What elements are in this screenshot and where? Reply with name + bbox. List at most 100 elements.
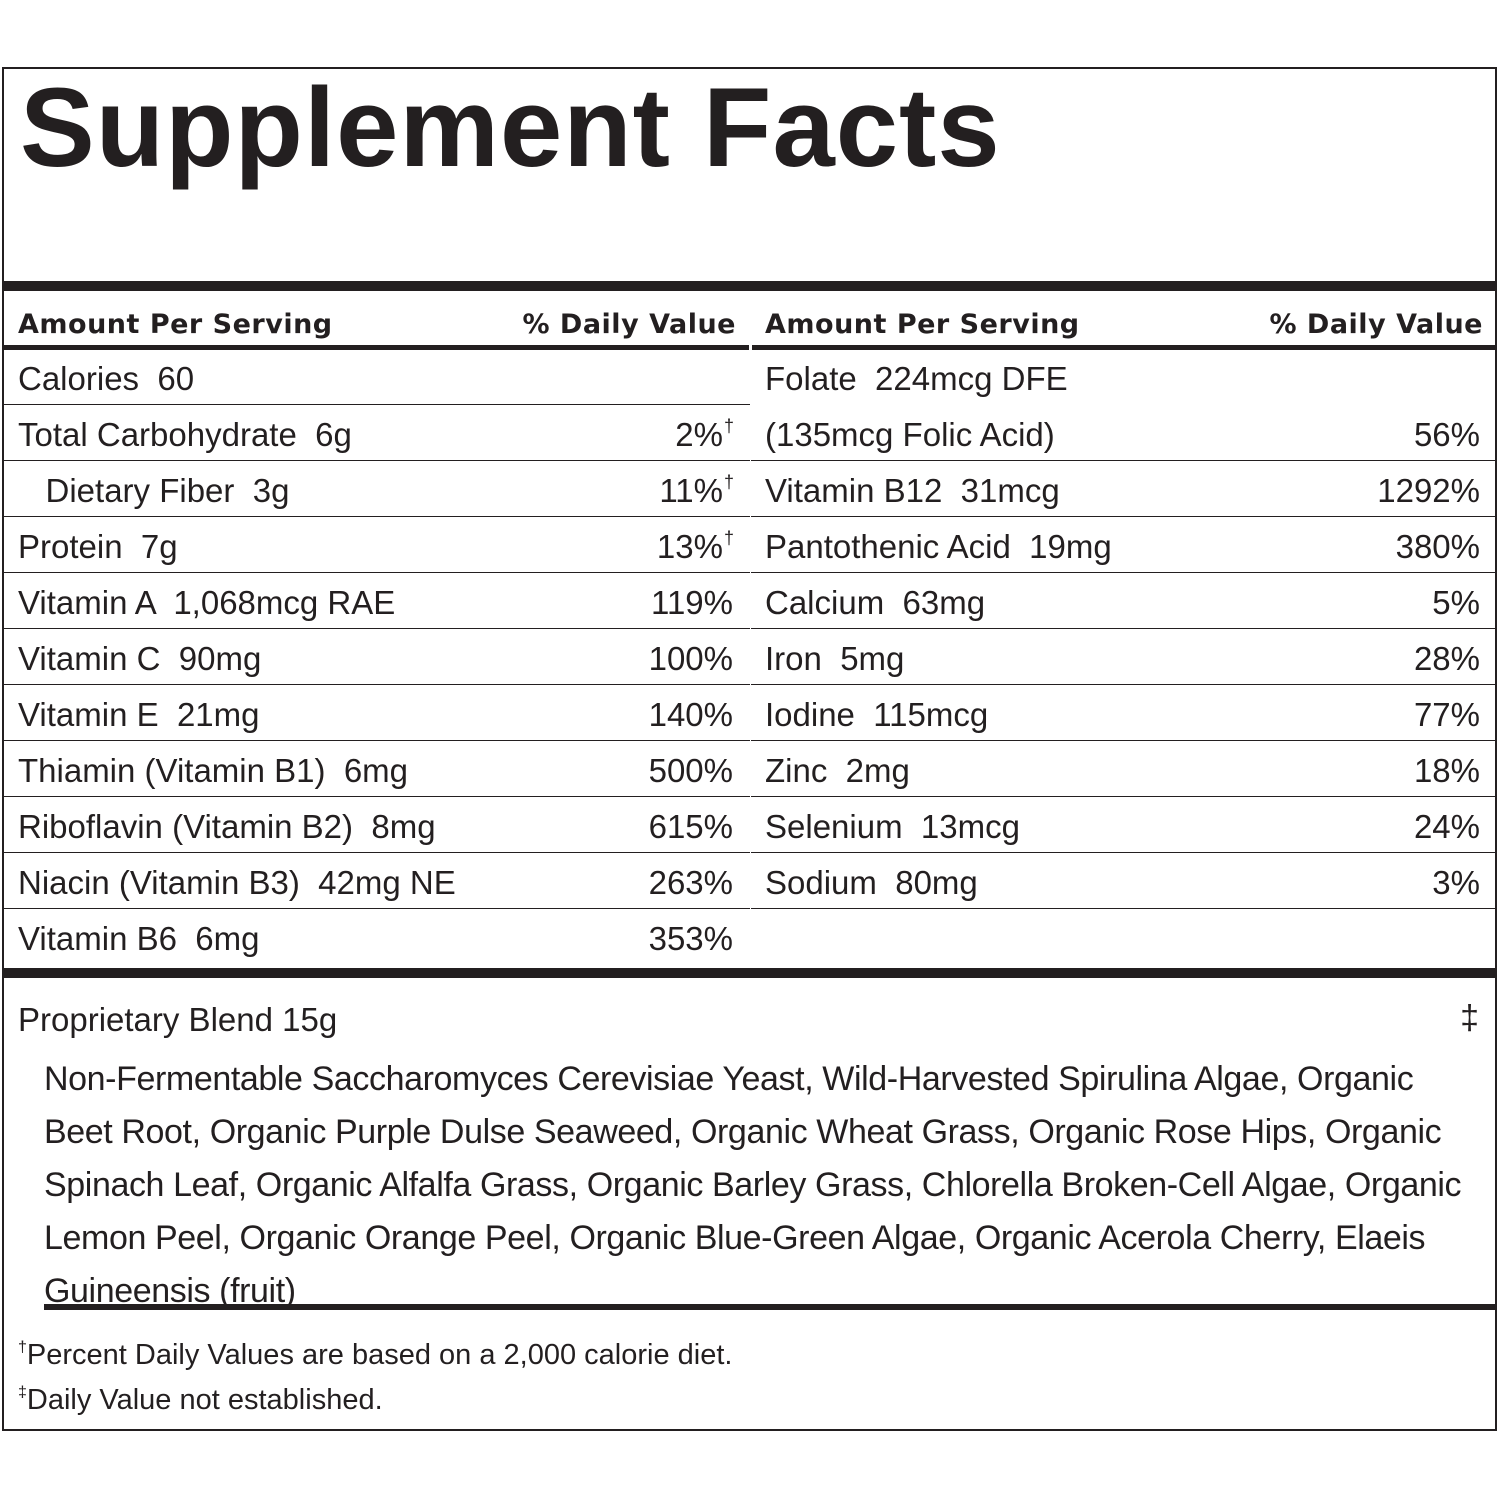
- nutrient-name: Vitamin C 90mg: [18, 640, 262, 677]
- nutrient-name: Vitamin B12 31mcg: [765, 472, 1060, 509]
- footnote-dv-not-established: ‡Daily Value not established.: [18, 1384, 383, 1417]
- nutrient-row: Total Carbohydrate 6g 2%†: [4, 404, 750, 461]
- blend-divider: [4, 968, 1495, 978]
- nutrient-row: Niacin (Vitamin B3) 42mg NE 263%: [4, 852, 750, 909]
- blend-name: Proprietary Blend 15g: [18, 1001, 338, 1038]
- nutrient-name: Calories 60: [18, 360, 195, 397]
- daily-value: 5%: [1432, 584, 1481, 622]
- nutrient-name: Riboflavin (Vitamin B2) 8mg: [18, 808, 436, 845]
- footnote-text: Percent Daily Values are based on a 2,00…: [26, 1339, 733, 1371]
- nutrient-name: Pantothenic Acid 19mg: [765, 528, 1112, 565]
- daily-value-label: % Daily Value: [1269, 309, 1483, 340]
- nutrient-row: Folate 224mcg DFE: [751, 348, 1497, 404]
- nutrient-name: Niacin (Vitamin B3) 42mg NE: [18, 864, 456, 901]
- nutrient-name: Total Carbohydrate 6g: [18, 416, 352, 453]
- daily-value: 140%: [649, 696, 734, 734]
- nutrient-name: Vitamin E 21mg: [18, 696, 260, 733]
- daily-value: 77%: [1414, 696, 1481, 734]
- daily-value: [1480, 360, 1481, 398]
- header-rule-right: [752, 345, 1497, 350]
- daily-value-label: % Daily Value: [522, 309, 736, 340]
- nutrient-name: Vitamin A 1,068mcg RAE: [18, 584, 396, 621]
- daily-value-percent: 380%: [1395, 528, 1480, 565]
- header-rule-left: [4, 345, 749, 350]
- footnote-divider: [44, 1304, 1495, 1310]
- daily-value: 13%†: [657, 528, 734, 566]
- nutrient-name: Calcium 63mg: [765, 584, 986, 621]
- nutrient-name: (135mcg Folic Acid): [765, 416, 1055, 453]
- blend-ingredients: Non-Fermentable Saccharomyces Cerevisiae…: [44, 1060, 1462, 1310]
- footnote-mark: †: [723, 528, 734, 548]
- nutrient-row: Zinc 2mg 18%: [751, 740, 1497, 797]
- daily-value-percent: 100%: [648, 640, 733, 677]
- daily-value-percent: 140%: [648, 696, 733, 733]
- daily-value-percent: 2%: [675, 416, 723, 453]
- dagger-mark: †: [18, 1339, 27, 1356]
- daily-value: 56%: [1414, 416, 1481, 454]
- nutrient-name: Zinc 2mg: [765, 752, 910, 789]
- daily-value: 119%: [651, 584, 734, 622]
- nutrient-name: Selenium 13mcg: [765, 808, 1020, 845]
- daily-value-percent: 5%: [1432, 584, 1480, 621]
- nutrient-row: Vitamin B6 6mg 353%: [4, 908, 750, 964]
- footnote-mark: †: [723, 472, 734, 492]
- daily-value: 615%: [649, 808, 734, 846]
- daily-value-percent: 263%: [648, 864, 733, 901]
- nutrient-row: Vitamin A 1,068mcg RAE 119%: [4, 572, 750, 629]
- daily-value-percent: 24%: [1413, 808, 1480, 845]
- daily-value-percent: 28%: [1413, 640, 1480, 677]
- daily-value: 353%: [649, 920, 734, 958]
- daily-value: 18%: [1414, 752, 1481, 790]
- nutrient-name: Iodine 115mcg: [765, 696, 989, 733]
- nutrient-row: Dietary Fiber 3g 11%†: [4, 460, 750, 517]
- footnote-mark: †: [723, 416, 734, 436]
- nutrient-name: Thiamin (Vitamin B1) 6mg: [18, 752, 409, 789]
- daily-value: 1292%: [1377, 472, 1481, 510]
- nutrient-name: Vitamin B6 6mg: [18, 920, 260, 957]
- footnote-percent-daily-value: †Percent Daily Values are based on a 2,0…: [18, 1339, 732, 1372]
- page-title: Supplement Facts: [20, 65, 1001, 190]
- nutrient-row: Iron 5mg 28%: [751, 628, 1497, 685]
- nutrient-row: (135mcg Folic Acid) 56%: [751, 404, 1497, 461]
- nutrient-row: Protein 7g 13%†: [4, 516, 750, 573]
- daily-value-percent: 353%: [648, 920, 733, 957]
- nutrient-row: Iodine 115mcg 77%: [751, 684, 1497, 741]
- daily-value: 3%: [1432, 864, 1481, 902]
- double-dagger-mark: ‡: [18, 1384, 27, 1401]
- daily-value-percent: 615%: [648, 808, 733, 845]
- daily-value-percent: 119%: [651, 584, 733, 621]
- nutrient-name: Iron 5mg: [765, 640, 905, 677]
- daily-value: 11%†: [659, 472, 734, 510]
- daily-value: 28%: [1414, 640, 1481, 678]
- blend-footnote-mark: ‡: [1460, 999, 1479, 1037]
- nutrient-row: Selenium 13mcg 24%: [751, 796, 1497, 853]
- right-column-header: Amount Per Serving % Daily Value: [751, 303, 1497, 345]
- daily-value-percent: 1292%: [1377, 472, 1480, 509]
- daily-value-percent: 3%: [1432, 864, 1480, 901]
- nutrient-name: Dietary Fiber 3g: [18, 472, 290, 509]
- nutrient-name: Sodium 80mg: [765, 864, 978, 901]
- nutrient-row: Thiamin (Vitamin B1) 6mg 500%: [4, 740, 750, 797]
- nutrient-row: Vitamin B12 31mcg 1292%: [751, 460, 1497, 517]
- nutrient-row: Vitamin E 21mg 140%: [4, 684, 750, 741]
- nutrient-name: Protein 7g: [18, 528, 178, 565]
- left-column-header: Amount Per Serving % Daily Value: [4, 303, 750, 345]
- daily-value-percent: 500%: [648, 752, 733, 789]
- daily-value: 2%†: [675, 416, 734, 454]
- nutrient-name: Folate 224mcg DFE: [765, 360, 1068, 397]
- daily-value: 380%: [1396, 528, 1481, 566]
- amount-per-serving-label: Amount Per Serving: [765, 309, 1080, 340]
- nutrient-row: Calories 60: [4, 348, 750, 405]
- daily-value: 24%: [1414, 808, 1481, 846]
- supplement-facts-panel: Supplement Facts Amount Per Serving % Da…: [2, 67, 1497, 1431]
- daily-value-percent: 11%: [659, 472, 723, 509]
- title-divider: [4, 281, 1495, 291]
- nutrient-row: Vitamin C 90mg 100%: [4, 628, 750, 685]
- nutrient-row: Riboflavin (Vitamin B2) 8mg 615%: [4, 796, 750, 853]
- daily-value-percent: 18%: [1413, 752, 1480, 789]
- nutrient-row: Pantothenic Acid 19mg 380%: [751, 516, 1497, 573]
- nutrient-row: Sodium 80mg 3%: [751, 852, 1497, 909]
- daily-value-percent: 77%: [1413, 696, 1480, 733]
- amount-per-serving-label: Amount Per Serving: [18, 309, 333, 340]
- daily-value: 100%: [649, 640, 734, 678]
